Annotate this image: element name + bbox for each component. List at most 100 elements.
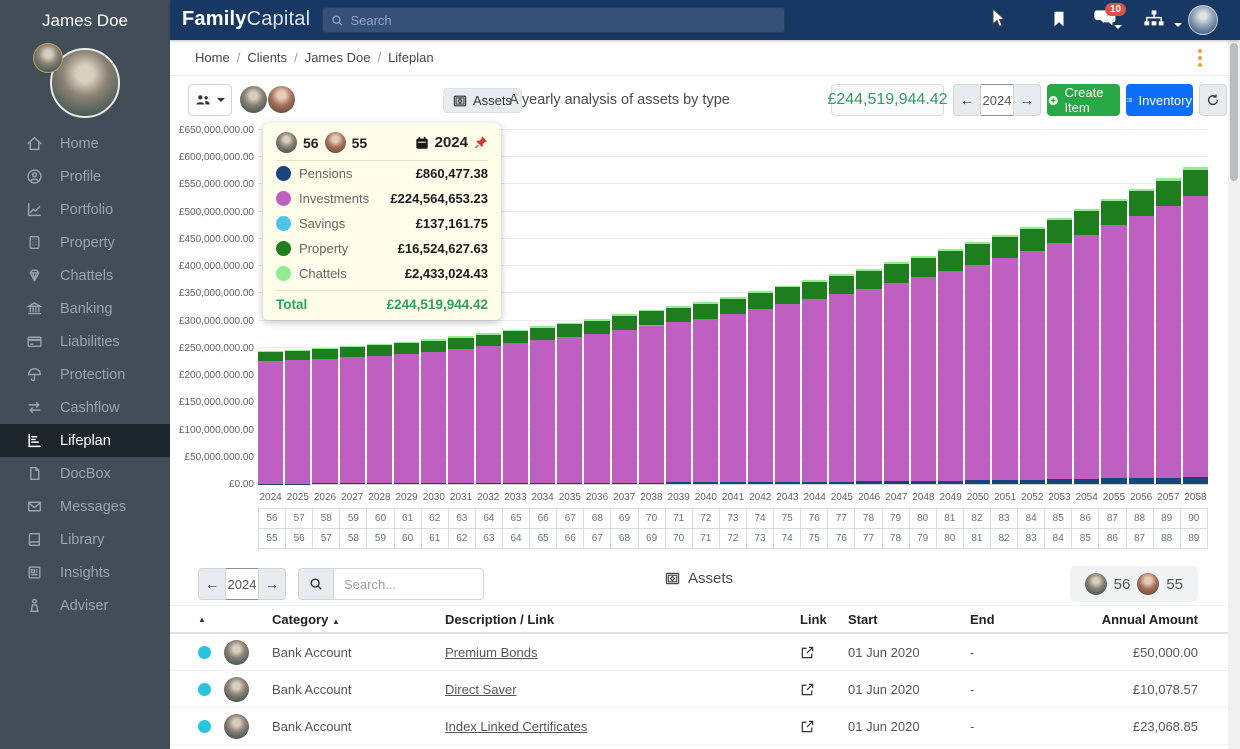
bar-2035[interactable] — [557, 322, 583, 484]
external-link-icon[interactable] — [800, 645, 848, 660]
bar-2055[interactable] — [1101, 198, 1127, 484]
sitemap-icon[interactable] — [1142, 9, 1182, 31]
segment-investments — [475, 346, 501, 484]
sidebar-item-protection[interactable]: Protection — [0, 358, 170, 391]
page-scrollbar[interactable] — [1228, 40, 1240, 749]
sort-indicator[interactable]: ▲ — [198, 614, 206, 624]
sidebar-item-portfolio[interactable]: Portfolio — [0, 193, 170, 226]
messages-icon[interactable]: 10 — [1092, 3, 1127, 31]
bar-2051[interactable] — [992, 234, 1018, 484]
sidebar-item-liabilities[interactable]: Liabilities — [0, 325, 170, 358]
bar-2031[interactable] — [448, 336, 474, 484]
table-search-input[interactable] — [334, 568, 484, 600]
cell-description-link[interactable]: Direct Saver — [445, 681, 517, 697]
cell-description-link[interactable]: Premium Bonds — [445, 644, 538, 660]
bar-2048[interactable] — [910, 255, 937, 484]
bar-2057[interactable] — [1155, 178, 1181, 484]
bar-2054[interactable] — [1074, 209, 1100, 484]
bar-2047[interactable] — [883, 262, 909, 484]
bar-2053[interactable] — [1046, 218, 1073, 484]
bar-2036[interactable] — [584, 319, 610, 484]
sidebar-item-home[interactable]: Home — [0, 127, 170, 160]
year-prev-button[interactable]: ← — [953, 84, 981, 116]
bar-2056[interactable] — [1128, 188, 1154, 484]
person-avatar-secondary[interactable] — [268, 86, 295, 113]
sidebar-item-lifeplan[interactable]: Lifeplan — [0, 424, 170, 457]
table-row[interactable]: Bank Account Premium Bonds 01 Jun 2020 -… — [170, 634, 1228, 671]
bar-2046[interactable] — [856, 268, 882, 484]
gridline — [258, 292, 1208, 294]
breadcrumb-item[interactable]: Clients — [247, 50, 288, 65]
x-axis-year: 2058 — [1184, 492, 1207, 503]
bar-2034[interactable] — [530, 326, 556, 484]
scrollbar-thumb[interactable] — [1230, 43, 1238, 181]
assets-chip[interactable]: Assets — [443, 88, 523, 113]
sidebar-item-profile[interactable]: Profile — [0, 160, 170, 193]
bar-2045[interactable] — [829, 274, 855, 484]
bar-2027[interactable] — [339, 346, 365, 484]
sidebar-item-adviser[interactable]: Adviser — [0, 589, 170, 622]
table-year-input[interactable] — [226, 568, 258, 600]
table-row[interactable]: Bank Account Direct Saver 01 Jun 2020 - … — [170, 671, 1228, 708]
bar-2037[interactable] — [611, 314, 637, 484]
bar-2030[interactable] — [421, 339, 447, 484]
external-link-icon[interactable] — [800, 719, 848, 734]
sidebar-item-chattels[interactable]: Chattels — [0, 259, 170, 292]
sidebar-item-banking[interactable]: Banking — [0, 292, 170, 325]
sidebar-item-docbox[interactable]: DocBox — [0, 457, 170, 490]
bar-2024[interactable] — [258, 350, 284, 484]
bar-2028[interactable] — [366, 344, 393, 484]
kebab-menu-icon[interactable] — [1198, 49, 1202, 70]
year-next-button[interactable]: → — [1013, 84, 1041, 116]
person-avatar-primary[interactable] — [240, 86, 267, 113]
bar-2033[interactable] — [502, 329, 529, 484]
segment-property — [448, 337, 474, 349]
user-avatar[interactable] — [1188, 5, 1218, 35]
search-input[interactable] — [350, 12, 776, 28]
bar-2029[interactable] — [394, 341, 420, 484]
bar-2044[interactable] — [802, 279, 828, 484]
breadcrumb-item[interactable]: Home — [195, 50, 230, 65]
segment-chattels — [992, 234, 1018, 237]
bar-2058[interactable] — [1182, 167, 1209, 484]
envelope-icon — [27, 501, 42, 512]
breadcrumb-item[interactable]: James Doe — [304, 50, 371, 65]
table-year-prev-button[interactable]: ← — [198, 568, 226, 600]
table-year-next-button[interactable]: → — [258, 568, 286, 600]
sidebar-item-property[interactable]: Property — [0, 226, 170, 259]
sidebar-item-insights[interactable]: Insights — [0, 556, 170, 589]
brand-logo[interactable]: FamilyCapital — [182, 8, 310, 31]
table-row[interactable]: Bank Account Index Linked Certificates 0… — [170, 708, 1228, 745]
bar-2043[interactable] — [774, 285, 801, 484]
bar-2041[interactable] — [720, 296, 746, 484]
age-cell: 78 — [855, 509, 883, 528]
sidebar-item-messages[interactable]: Messages — [0, 490, 170, 523]
refresh-button[interactable] — [1199, 84, 1227, 116]
segment-investments — [421, 351, 447, 484]
bar-2038[interactable] — [638, 309, 665, 484]
bar-2039[interactable] — [666, 305, 692, 484]
cell-description-link[interactable]: Index Linked Certificates — [445, 718, 588, 734]
create-item-button[interactable]: Create Item — [1047, 84, 1120, 116]
bar-2032[interactable] — [475, 333, 501, 484]
x-axis-year: 2046 — [857, 492, 881, 503]
people-filter-button[interactable] — [188, 84, 232, 116]
x-axis-year: 2048 — [912, 492, 935, 503]
inventory-button[interactable]: Inventory — [1126, 84, 1193, 116]
year-input[interactable] — [981, 84, 1013, 116]
sidebar-item-library[interactable]: Library — [0, 523, 170, 556]
table-search-button[interactable] — [298, 568, 334, 600]
bar-2050[interactable] — [965, 242, 991, 484]
sidebar-item-cashflow[interactable]: Cashflow — [0, 391, 170, 424]
bar-2042[interactable] — [747, 291, 773, 484]
bar-2025[interactable] — [285, 349, 311, 484]
bookmark-icon[interactable] — [1050, 9, 1072, 31]
bar-2026[interactable] — [312, 347, 338, 484]
bar-2040[interactable] — [693, 302, 719, 484]
bar-2052[interactable] — [1019, 226, 1045, 484]
header-category[interactable]: Category ▲ — [272, 611, 340, 627]
client-avatar-secondary[interactable] — [33, 43, 63, 73]
age-cell: 64 — [476, 509, 503, 528]
bar-2049[interactable] — [938, 249, 964, 484]
external-link-icon[interactable] — [800, 682, 848, 697]
